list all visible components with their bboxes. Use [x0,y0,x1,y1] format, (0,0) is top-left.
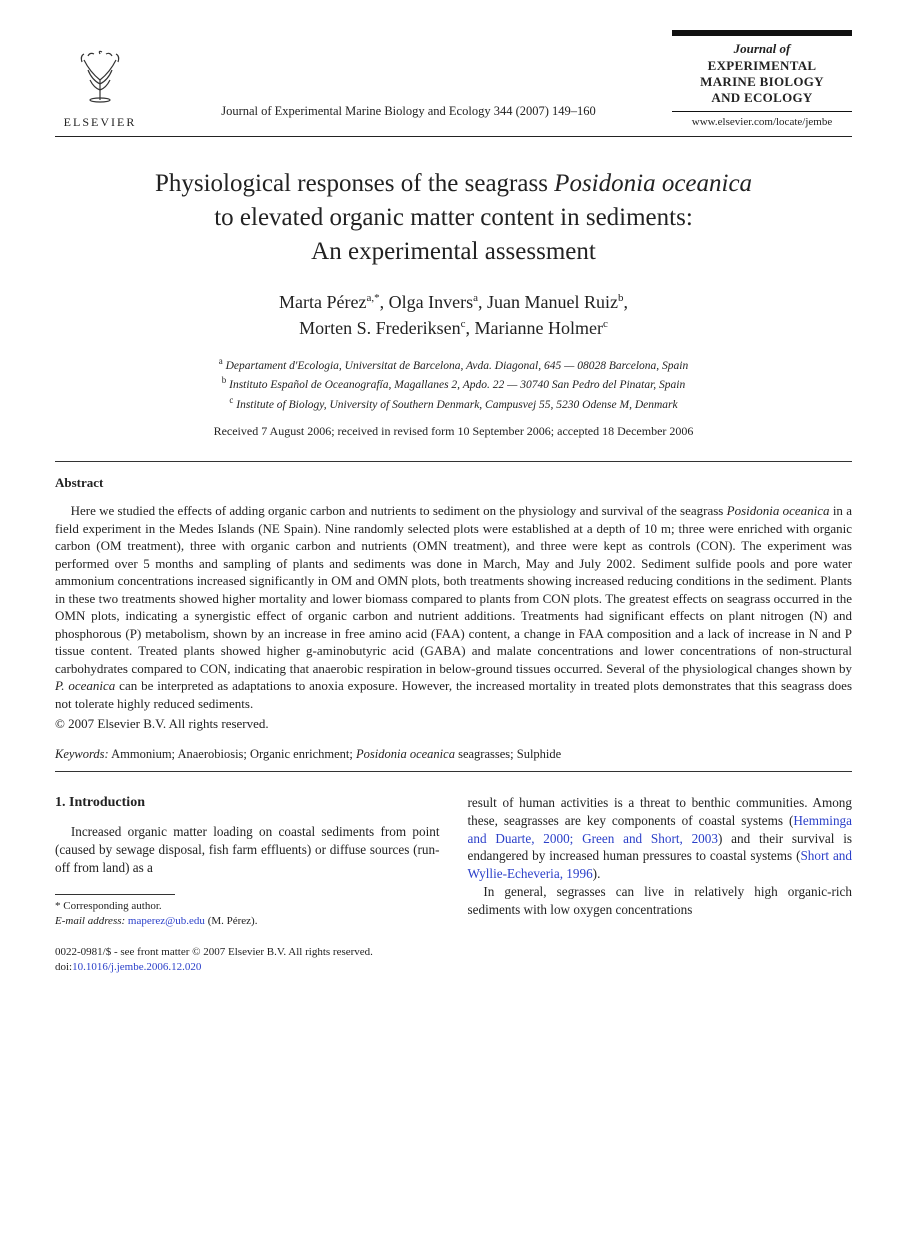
keywords-line: Keywords: Ammonium; Anaerobiosis; Organi… [55,746,852,763]
journal-reference: Journal of Experimental Marine Biology a… [145,103,672,130]
authors-block: Marta Péreza,*, Olga Inversa, Juan Manue… [55,290,852,340]
abstract-end: can be interpreted as adaptations to ano… [55,678,852,711]
journal-title-box: Journal of EXPERIMENTAL MARINE BIOLOGY A… [672,30,852,130]
abstract-text: Here we studied the effects of adding or… [55,502,852,713]
title-part3: An experimental assessment [311,238,596,265]
author-1: Marta Pérez [279,292,366,312]
r1-end: ). [593,866,601,881]
intro-para-left: Increased organic matter loading on coas… [55,823,440,876]
publisher-logo: ELSEVIER [55,50,145,130]
affiliation-b: Instituto Español de Oceanografía, Magal… [229,379,685,391]
page-footer: 0022-0981/$ - see front matter © 2007 El… [55,945,852,975]
elsevier-tree-icon [55,50,145,112]
journal-url: www.elsevier.com/locate/jembe [672,115,852,130]
author-5: Marianne Holmer [475,318,603,338]
corresponding-author: * Corresponding author. [55,899,440,914]
author-1-aff: a,* [366,292,379,304]
keywords-pre: Ammonium; Anaerobiosis; Organic enrichme… [109,747,356,761]
page-header: ELSEVIER Journal of Experimental Marine … [55,30,852,130]
affiliations-block: a Departament d'Ecologia, Universitat de… [55,355,852,414]
abstract-top-rule [55,461,852,462]
author-2-aff: a [473,292,478,304]
title-part1: Physiological responses of the seagrass [155,170,554,197]
email-label: E-mail address: [55,915,125,927]
title-species: Posidonia oceanica [554,170,752,197]
abstract-mid: in a field experiment in the Medes Islan… [55,503,852,676]
intro-para-right-1: result of human activities is a threat t… [468,794,853,883]
email-line: E-mail address: maperez@ub.edu (M. Pérez… [55,914,440,929]
front-matter-line: 0022-0981/$ - see front matter © 2007 El… [55,945,852,960]
journal-name-line2: MARINE BIOLOGY [672,74,852,90]
article-title: Physiological responses of the seagrass … [75,167,832,268]
left-column: 1. Introduction Increased organic matter… [55,794,440,929]
abstract-species1: Posidonia oceanica [727,503,830,518]
keywords-species: Posidonia oceanica [356,747,455,761]
email-who: (M. Pérez). [205,915,258,927]
doi-link[interactable]: 10.1016/j.jembe.2006.12.020 [72,961,201,973]
journal-name-line1: EXPERIMENTAL [672,58,852,74]
keywords-post: seagrasses; Sulphide [455,747,561,761]
journal-of-label: Journal of [672,40,852,58]
affiliation-c: Institute of Biology, University of Sout… [236,399,677,411]
intro-para-right-2: In general, segrasses can live in relati… [468,883,853,919]
article-dates: Received 7 August 2006; received in revi… [55,423,852,439]
copyright-line: © 2007 Elsevier B.V. All rights reserved… [55,715,852,733]
footnote-rule [55,894,175,895]
keywords-label: Keywords: [55,747,109,761]
journal-box-rule [672,111,852,112]
journal-name-line3: AND ECOLOGY [672,90,852,106]
intro-heading: 1. Introduction [55,794,440,813]
doi-label: doi: [55,961,72,973]
right-column: result of human activities is a threat t… [468,794,853,929]
abstract-species2: P. oceanica [55,678,115,693]
header-rule [55,136,852,137]
author-3: Juan Manuel Ruiz [487,292,618,312]
title-part2: to elevated organic matter content in se… [214,204,693,231]
footnotes-block: * Corresponding author. E-mail address: … [55,899,440,929]
abstract-pre: Here we studied the effects of adding or… [71,503,727,518]
author-2: Olga Invers [389,292,473,312]
author-email[interactable]: maperez@ub.edu [128,915,205,927]
doi-line: doi:10.1016/j.jembe.2006.12.020 [55,960,852,975]
body-columns: 1. Introduction Increased organic matter… [55,794,852,929]
abstract-bottom-rule [55,771,852,772]
affiliation-a: Departament d'Ecologia, Universitat de B… [226,360,689,372]
abstract-heading: Abstract [55,474,852,492]
publisher-name: ELSEVIER [55,114,145,130]
author-4-aff: c [461,318,466,330]
journal-box-bar [672,30,852,36]
author-5-aff: c [603,318,608,330]
author-4: Morten S. Frederiksen [299,318,460,338]
author-3-aff: b [618,292,624,304]
